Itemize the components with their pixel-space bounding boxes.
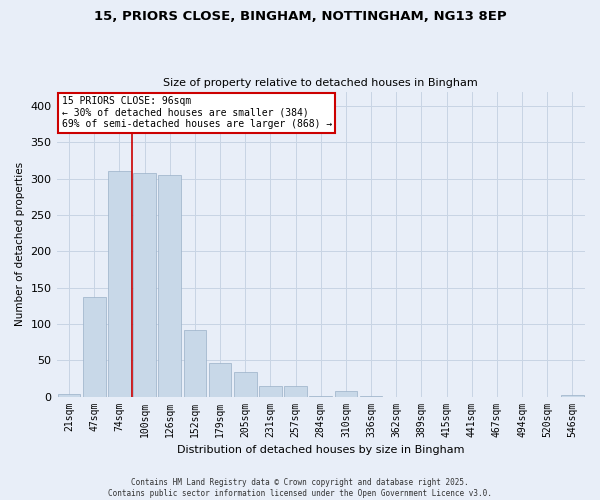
Y-axis label: Number of detached properties: Number of detached properties (15, 162, 25, 326)
Bar (259, 386, 282, 396)
Text: Contains HM Land Registry data © Crown copyright and database right 2025.
Contai: Contains HM Land Registry data © Crown c… (108, 478, 492, 498)
Bar (58, 394, 80, 396)
Bar (83, 297, 106, 396)
X-axis label: Distribution of detached houses by size in Bingham: Distribution of detached houses by size … (177, 445, 464, 455)
Text: 15 PRIORS CLOSE: 96sqm
← 30% of detached houses are smaller (384)
69% of semi-de: 15 PRIORS CLOSE: 96sqm ← 30% of detached… (62, 96, 332, 130)
Bar (158, 175, 181, 396)
Bar (108, 170, 131, 396)
Bar (561, 395, 584, 396)
Bar (335, 392, 357, 396)
Bar (284, 386, 307, 396)
Bar (133, 173, 156, 396)
Bar (234, 372, 257, 396)
Bar (184, 330, 206, 396)
Title: Size of property relative to detached houses in Bingham: Size of property relative to detached ho… (163, 78, 478, 88)
Text: 15, PRIORS CLOSE, BINGHAM, NOTTINGHAM, NG13 8EP: 15, PRIORS CLOSE, BINGHAM, NOTTINGHAM, N… (94, 10, 506, 23)
Bar (209, 363, 232, 396)
